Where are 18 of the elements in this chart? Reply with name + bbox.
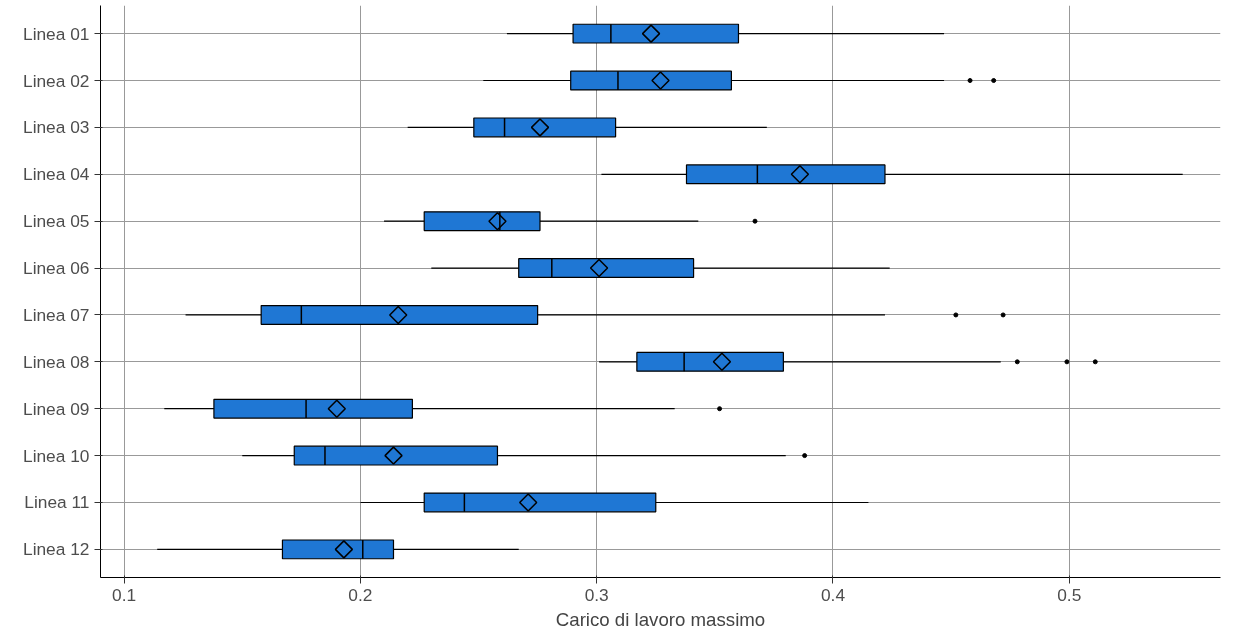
y-tick-label: Linea 03	[23, 117, 90, 138]
x-axis-title: Carico di lavoro massimo	[555, 608, 766, 630]
x-tick-label: 0.2	[348, 584, 373, 605]
y-tick-label: Linea 12	[23, 539, 90, 560]
y-tick-label: Linea 06	[23, 258, 90, 279]
y-tick-label: Linea 07	[23, 304, 90, 325]
x-tick-label: 0.1	[112, 584, 137, 605]
x-tick-label: 0.5	[1057, 584, 1082, 605]
y-tick-label: Linea 02	[23, 70, 90, 91]
y-tick-label: Linea 05	[23, 211, 90, 232]
y-tick-label: Linea 10	[23, 445, 90, 466]
y-tick-label: Linea 01	[23, 23, 90, 44]
y-tick-label: Linea 08	[23, 351, 90, 372]
x-tick-label: 0.4	[820, 584, 846, 605]
y-tick-label: Linea 09	[23, 398, 90, 419]
y-tick-label: Linea 11	[24, 492, 90, 513]
x-tick-label: 0.3	[584, 584, 609, 605]
y-tick-label: Linea 04	[23, 164, 90, 185]
